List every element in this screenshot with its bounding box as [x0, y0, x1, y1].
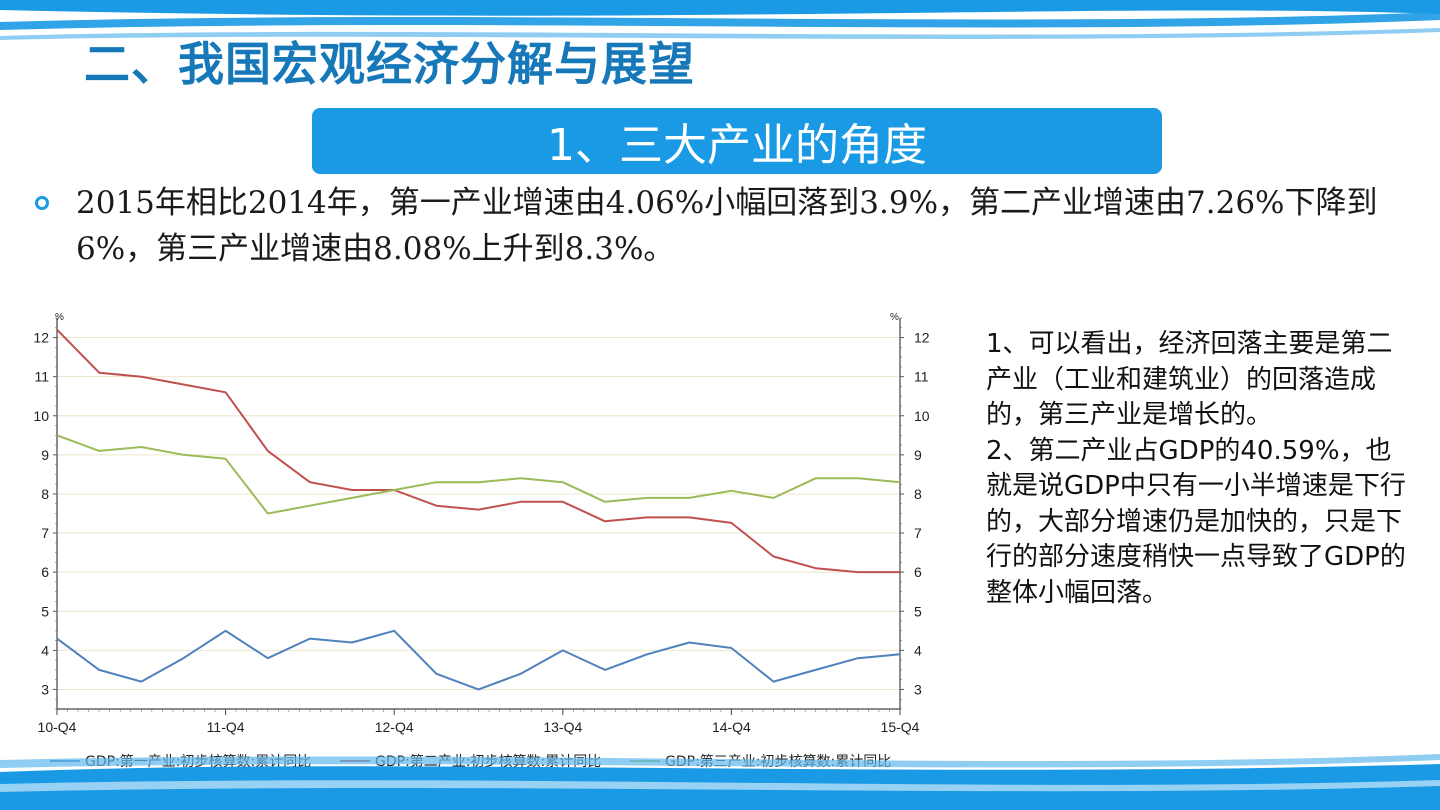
y-tick-label-left: 9 — [41, 447, 49, 463]
x-tick-label: 12-Q4 — [375, 719, 414, 735]
y-tick-label-left: 11 — [34, 369, 49, 385]
section-heading-box: 1、三大产业的角度 — [312, 108, 1162, 174]
y-tick-label-left: 10 — [33, 408, 49, 424]
y-unit-label-right: % — [890, 312, 899, 323]
analysis-point-1: 1、可以看出，经济回落主要是第二产业（工业和建筑业）的回落造成的，第三产业是增长… — [986, 329, 1393, 430]
y-tick-label-right: 3 — [914, 681, 922, 697]
y-tick-label-left: 4 — [41, 642, 49, 658]
section-heading: 1、三大产业的角度 — [547, 120, 927, 171]
top-wave-decoration — [0, 0, 1440, 40]
y-tick-label-left: 6 — [41, 564, 49, 580]
y-tick-label-right: 7 — [914, 525, 922, 541]
x-tick-label: 10-Q4 — [38, 719, 77, 735]
series-line-3 — [56, 434, 901, 515]
y-tick-label-right: 9 — [914, 447, 922, 463]
industry-growth-chart: 3 3 4 4 5 5 6 6 7 7 8 8 9 9 10 10 11 11 12 12% % 10-Q4 11-Q4 12… — [33, 312, 930, 770]
y-tick-label-right: 6 — [914, 564, 922, 580]
y-tick-label-left: 8 — [41, 486, 49, 502]
x-tick-label: 13-Q4 — [543, 719, 582, 735]
x-tick-label: 11-Q4 — [207, 719, 245, 735]
y-tick-label-left: 5 — [41, 603, 49, 619]
analysis-note: 1、可以看出，经济回落主要是第二产业（工业和建筑业）的回落造成的，第三产业是增长… — [986, 327, 1416, 611]
y-tick-label-left: 3 — [41, 681, 49, 697]
y-tick-label-right: 10 — [914, 408, 930, 424]
analysis-point-2: 2、第二产业占GDP的40.59%，也就是说GDP中只有一小半增速是下行的，大部… — [986, 435, 1406, 608]
x-tick-label: 15-Q4 — [881, 719, 920, 735]
series-line-1 — [56, 629, 901, 691]
y-tick-label-right: 4 — [914, 642, 922, 658]
bullet-circle-icon — [35, 196, 49, 210]
x-tick-label: 14-Q4 — [712, 719, 751, 735]
y-tick-label-right: 8 — [914, 486, 922, 502]
y-tick-label-left: 12 — [33, 330, 49, 346]
bottom-wave-decoration — [0, 754, 1440, 810]
y-tick-label-left: 7 — [41, 525, 49, 541]
summary-bullet-text: 2015年相比2014年，第一产业增速由4.06%小幅回落到3.9%，第二产业增… — [76, 185, 1378, 267]
page-title: 二、我国宏观经济分解与展望 — [84, 37, 695, 91]
y-unit-label-left: % — [55, 312, 64, 323]
series-line-2 — [56, 328, 900, 574]
y-tick-label-right: 5 — [914, 603, 922, 619]
y-tick-label-right: 11 — [914, 369, 929, 385]
y-tick-label-right: 12 — [914, 330, 930, 346]
